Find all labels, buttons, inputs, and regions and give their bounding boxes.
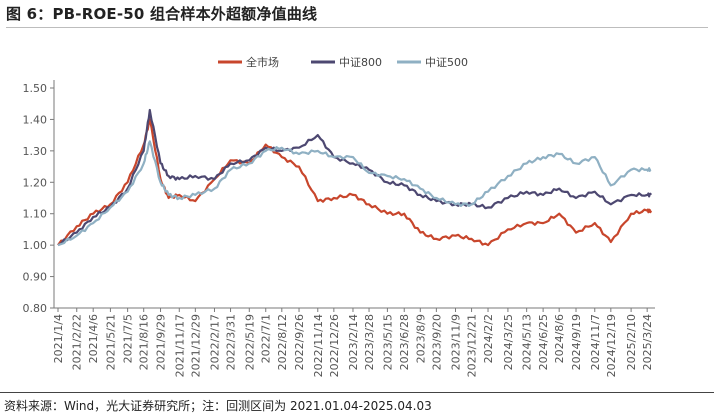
x-tick-label: 2022/11/14: [312, 314, 325, 377]
x-tick-label: 2024/2/2: [482, 314, 495, 363]
x-tick-label: 2021/4/6: [87, 314, 100, 363]
title-divider: [6, 27, 708, 28]
x-tick-label: 2021/9/29: [155, 314, 168, 370]
x-tick-label: 2024/11/7: [589, 314, 602, 370]
y-tick-label: 1.10: [23, 208, 48, 221]
x-tick-label: 2024/3/25: [502, 314, 515, 370]
x-tick-label: 2023/2/14: [347, 314, 360, 370]
y-tick-label: 0.90: [23, 271, 48, 284]
x-tick-label: 2022/5/19: [243, 314, 256, 370]
legend-label: 中证800: [339, 56, 382, 69]
x-tick-label: 2021/8/16: [138, 314, 151, 370]
chart-series: [57, 108, 653, 247]
legend-label: 全市场: [246, 55, 279, 69]
y-tick-label: 1.40: [23, 113, 48, 126]
chart-legend: 全市场 中证800 中证500: [218, 55, 468, 69]
x-tick-label: 2022/2/17: [208, 314, 221, 370]
y-tick-label: 0.80: [23, 302, 48, 315]
y-tick-label: 1.20: [23, 176, 48, 189]
chart-title: 图 6：PB-ROE-50 组合样本外超额净值曲线: [6, 5, 318, 23]
x-tick-label: 2022/3/31: [225, 314, 238, 370]
series-line: [57, 118, 653, 247]
x-tick-label: 2024/8/6: [553, 314, 566, 363]
x-tick-label: 2023/3/28: [363, 314, 376, 370]
y-tick-label: 1.50: [23, 82, 48, 95]
line-chart: 全市场 中证800 中证500 0.80 0.90 1.00 1.10 1.20 1.30 1.…: [23, 55, 655, 377]
x-tick-label: 2022/7/1: [260, 314, 273, 363]
series-line: [57, 140, 652, 247]
footer-divider: [0, 392, 714, 393]
x-tick-label: 2021/11/17: [173, 314, 186, 377]
x-tick-label: 2022/12/26: [328, 314, 341, 377]
x-tick-label: 2021/5/21: [104, 314, 117, 370]
chart-axes: 0.80 0.90 1.00 1.10 1.20 1.30 1.40 1.50 2021/1/4…: [23, 80, 655, 377]
x-tick-label: 2021/2/22: [71, 314, 84, 370]
x-tick-label: 2021/7/5: [122, 314, 135, 363]
x-tick-label: 2025/3/24: [641, 314, 654, 370]
x-tick-label: 2024/12/19: [605, 314, 618, 377]
y-tick-label: 1.30: [23, 145, 48, 158]
x-tick-label: 2023/5/15: [381, 314, 394, 370]
source-note: 资料来源：Wind，光大证券研究所；注：回测区间为 2021.01.04-202…: [4, 399, 432, 413]
x-tick-label: 2022/8/12: [276, 314, 289, 370]
x-tick-label: 2023/6/28: [398, 314, 411, 370]
x-tick-label: 2021/12/29: [189, 314, 202, 377]
x-tick-label: 2023/9/20: [430, 314, 443, 370]
x-tick-label: 2024/5/13: [521, 314, 534, 370]
y-tick-label: 1.00: [23, 239, 48, 252]
legend-label: 中证500: [425, 56, 468, 69]
series-line: [57, 108, 652, 247]
x-tick-label: 2022/9/26: [293, 314, 306, 370]
x-tick-label: 2023/12/21: [466, 314, 479, 377]
x-tick-label: 2025/2/10: [625, 314, 638, 370]
x-tick-label: 2021/1/4: [52, 314, 65, 363]
x-tick-label: 2023/8/9: [414, 314, 427, 363]
x-tick-label: 2024/9/19: [570, 314, 583, 370]
x-tick-label: 2024/6/25: [537, 314, 550, 370]
x-tick-label: 2023/11/9: [450, 314, 463, 370]
